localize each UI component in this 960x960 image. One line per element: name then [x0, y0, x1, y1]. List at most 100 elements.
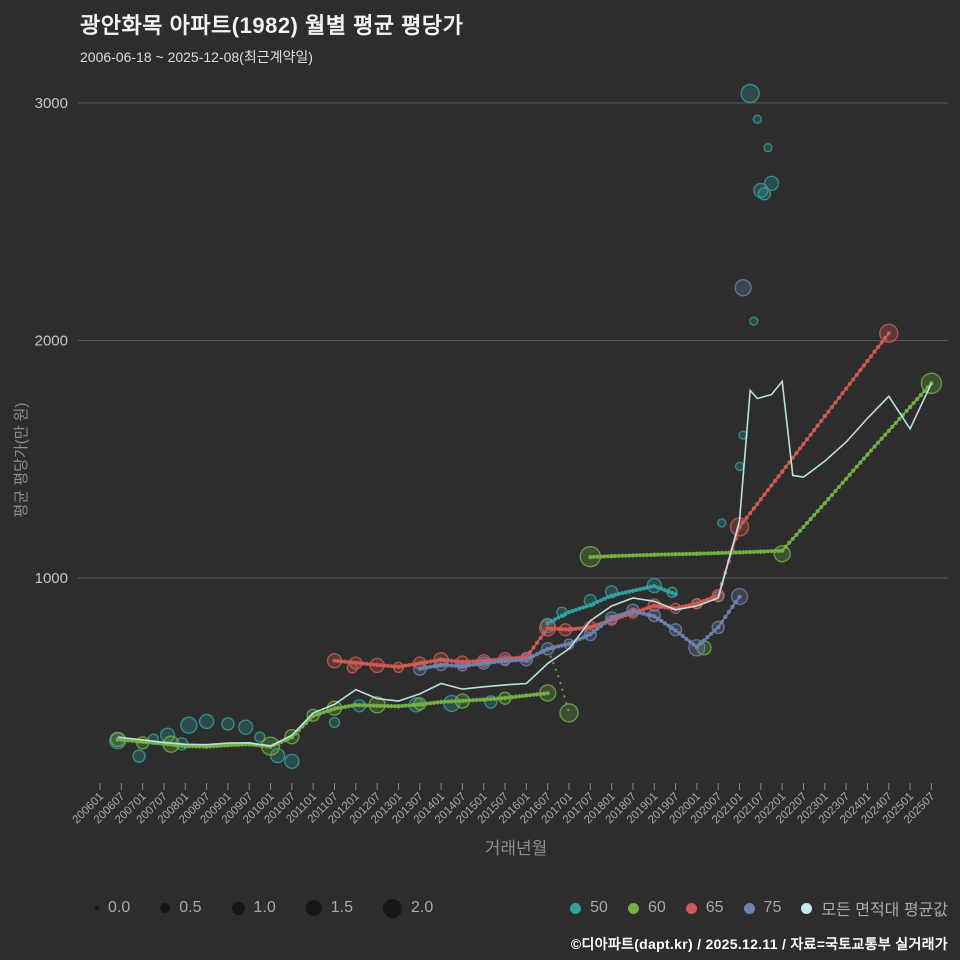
transaction-point-75[interactable]	[734, 279, 752, 297]
series-marker-65[interactable]	[772, 478, 778, 483]
series-marker-60[interactable]	[613, 553, 618, 559]
series-marker-60[interactable]	[627, 553, 632, 558]
series-marker-65[interactable]	[812, 427, 817, 433]
series-marker-60[interactable]	[502, 695, 508, 701]
series-marker-50[interactable]	[673, 592, 678, 597]
series-marker-60[interactable]	[662, 552, 668, 557]
series-marker-65[interactable]	[367, 662, 373, 667]
series-marker-50[interactable]	[641, 586, 646, 591]
series-marker-65[interactable]	[694, 601, 700, 606]
series-marker-60[interactable]	[893, 420, 898, 425]
transaction-point-50[interactable]	[763, 142, 773, 153]
series-marker-65[interactable]	[350, 660, 355, 665]
transaction-point-50[interactable]	[180, 716, 198, 734]
series-marker-65[interactable]	[705, 597, 710, 602]
series-marker-50[interactable]	[545, 621, 550, 626]
series-marker-60[interactable]	[350, 703, 355, 708]
series-marker-65[interactable]	[453, 659, 458, 664]
series-marker-65[interactable]	[399, 664, 405, 669]
series-marker-60[interactable]	[616, 553, 621, 559]
series-marker-60[interactable]	[470, 698, 476, 703]
series-marker-60[interactable]	[915, 396, 920, 402]
series-marker-50[interactable]	[588, 602, 593, 608]
series-marker-50[interactable]	[556, 615, 561, 620]
series-marker-60[interactable]	[762, 549, 767, 554]
series-marker-65[interactable]	[808, 432, 813, 437]
series-marker-60[interactable]	[634, 553, 639, 558]
series-marker-60[interactable]	[222, 743, 227, 748]
series-marker-65[interactable]	[574, 626, 579, 631]
series-marker-60[interactable]	[442, 699, 447, 704]
series-marker-75[interactable]	[488, 660, 493, 665]
series-marker-75[interactable]	[417, 666, 422, 671]
series-marker-65[interactable]	[804, 437, 810, 442]
series-marker-60[interactable]	[851, 468, 856, 473]
series-marker-75[interactable]	[545, 646, 550, 652]
transaction-point-50[interactable]	[734, 461, 745, 472]
series-marker-65[interactable]	[385, 663, 390, 668]
series-marker-60[interactable]	[794, 532, 799, 537]
series-marker-75[interactable]	[510, 658, 515, 663]
series-marker-75[interactable]	[566, 641, 572, 646]
series-marker-65[interactable]	[829, 404, 835, 410]
series-marker-60[interactable]	[815, 509, 820, 514]
series-marker-60[interactable]	[840, 480, 845, 486]
series-marker-75[interactable]	[538, 650, 543, 655]
series-marker-75[interactable]	[726, 609, 731, 615]
series-marker-60[interactable]	[698, 551, 703, 556]
series-marker-75[interactable]	[616, 613, 621, 618]
series-marker-60[interactable]	[431, 700, 437, 705]
series-marker-60[interactable]	[666, 552, 671, 557]
series-marker-65[interactable]	[868, 354, 874, 359]
series-marker-65[interactable]	[357, 661, 362, 666]
series-marker-65[interactable]	[403, 663, 408, 668]
series-marker-60[interactable]	[755, 549, 760, 554]
series-marker-50[interactable]	[574, 607, 579, 612]
series-marker-65[interactable]	[588, 625, 593, 630]
series-marker-65[interactable]	[755, 501, 760, 506]
series-marker-50[interactable]	[669, 590, 675, 595]
series-marker-60[interactable]	[673, 552, 678, 557]
series-marker-75[interactable]	[669, 626, 675, 631]
series-marker-75[interactable]	[446, 663, 451, 668]
series-marker-75[interactable]	[613, 614, 618, 619]
series-marker-60[interactable]	[218, 743, 223, 748]
series-marker-75[interactable]	[460, 664, 465, 669]
series-marker-60[interactable]	[911, 400, 916, 406]
series-marker-60[interactable]	[438, 699, 444, 705]
series-marker-65[interactable]	[414, 661, 419, 666]
series-marker-65[interactable]	[375, 662, 380, 668]
series-marker-65[interactable]	[552, 626, 557, 631]
series-marker-65[interactable]	[858, 368, 863, 373]
series-marker-75[interactable]	[645, 612, 650, 617]
series-marker-60[interactable]	[680, 551, 685, 557]
series-marker-75[interactable]	[595, 626, 600, 631]
series-marker-60[interactable]	[396, 704, 401, 709]
series-marker-60[interactable]	[609, 554, 614, 559]
series-marker-50[interactable]	[581, 605, 586, 610]
series-marker-60[interactable]	[897, 416, 902, 421]
series-marker-60[interactable]	[463, 698, 469, 703]
series-marker-60[interactable]	[133, 738, 138, 744]
series-marker-60[interactable]	[410, 702, 415, 708]
series-marker-50[interactable]	[645, 585, 650, 590]
series-marker-50[interactable]	[563, 611, 568, 617]
series-marker-75[interactable]	[449, 663, 454, 668]
series-marker-60[interactable]	[780, 548, 785, 553]
series-marker-60[interactable]	[829, 492, 835, 498]
series-marker-60[interactable]	[801, 524, 806, 530]
series-marker-75[interactable]	[641, 611, 646, 616]
series-marker-65[interactable]	[787, 460, 792, 465]
series-marker-60[interactable]	[868, 448, 874, 453]
series-marker-60[interactable]	[403, 703, 408, 708]
series-marker-60[interactable]	[407, 703, 412, 708]
transaction-point-50[interactable]	[221, 717, 235, 731]
series-marker-60[interactable]	[392, 704, 397, 709]
series-marker-60[interactable]	[545, 691, 550, 696]
transaction-point-50[interactable]	[237, 719, 254, 735]
series-marker-75[interactable]	[620, 612, 625, 617]
series-marker-65[interactable]	[435, 658, 440, 663]
series-marker-65[interactable]	[851, 377, 856, 382]
series-marker-60[interactable]	[456, 698, 461, 704]
series-marker-60[interactable]	[510, 695, 515, 700]
